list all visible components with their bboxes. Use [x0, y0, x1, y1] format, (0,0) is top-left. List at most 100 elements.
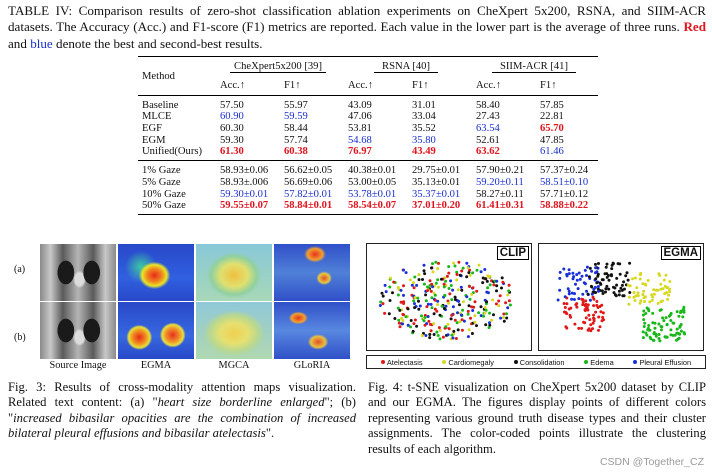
tsne-point	[578, 277, 582, 281]
tsne-point	[422, 269, 426, 273]
value-cell: 65.70	[540, 123, 564, 135]
tsne-point	[462, 319, 466, 323]
figure-3-caption: Fig. 3: Results of cross-modality attent…	[8, 380, 356, 442]
tsne-point	[454, 337, 458, 340]
tsne-point	[422, 263, 426, 267]
tsne-point	[663, 292, 667, 296]
tsne-legend: Atelectasis Cardiomegaly Consolidation Edem…	[366, 355, 706, 369]
tsne-point	[456, 288, 460, 292]
tsne-point	[615, 283, 619, 287]
value-cell: 47.06	[348, 111, 372, 123]
tsne-point	[470, 292, 474, 296]
tsne-point	[381, 294, 385, 298]
tsne-point	[449, 284, 453, 287]
tsne-point	[453, 318, 457, 322]
tsne-point	[682, 310, 686, 314]
watermark: CSDN @Together_CZ	[599, 456, 704, 468]
tsne-point	[564, 325, 568, 329]
tsne-point	[605, 284, 609, 288]
tsne-point	[436, 278, 440, 282]
value-cell: 43.49	[406, 146, 470, 162]
tsne-point	[506, 293, 510, 297]
method-cell: 5% Gaze	[142, 176, 181, 188]
tsne-point	[447, 287, 451, 290]
tsne-point	[582, 320, 586, 324]
value-cell: 33.04	[412, 111, 436, 123]
legend-label: Edema	[590, 357, 614, 367]
tsne-point	[399, 300, 403, 304]
tsne-point	[430, 296, 434, 300]
table-row: 5% Gaze 58.93±.006 56.69±0.06 53.00±0.05 35.…	[138, 176, 598, 188]
tsne-point	[580, 326, 584, 330]
tsne-point	[467, 271, 471, 275]
tsne-point	[588, 318, 592, 322]
tsne-point	[656, 301, 660, 305]
tsne-point	[460, 318, 464, 322]
tsne-point	[581, 300, 585, 304]
tsne-point	[675, 310, 679, 314]
tsne-point	[617, 289, 621, 293]
tsne-point	[648, 335, 652, 339]
tsne-point	[585, 306, 589, 309]
tsne-point	[598, 281, 602, 285]
tsne-point	[618, 272, 622, 276]
tsne-point	[426, 302, 430, 306]
tsne-point	[495, 279, 499, 283]
tsne-point	[571, 271, 575, 275]
value-cell: 58.84±0.01	[278, 199, 342, 215]
tsne-point	[475, 324, 478, 328]
tsne-point	[558, 288, 562, 292]
tsne-point	[646, 279, 650, 282]
tsne-point	[392, 280, 396, 284]
tsne-point	[604, 265, 608, 269]
tsne-point	[412, 322, 416, 326]
tsne-point	[669, 328, 673, 332]
tsne-point	[573, 322, 577, 326]
fig3-caption-mid: "; (b) "	[8, 395, 356, 425]
tsne-point	[641, 282, 645, 286]
results-table: Method CheXpert5x200 [39] RSNA [40] SIIM…	[138, 56, 598, 215]
tsne-point	[442, 307, 446, 310]
tsne-point	[638, 273, 642, 277]
tsne-point	[556, 298, 560, 302]
tsne-point	[402, 300, 406, 304]
tsne-point	[473, 320, 477, 324]
tsne-point	[567, 268, 571, 272]
dataset-header-siim: SIIM-ACR [41]	[470, 56, 598, 77]
tsne-point	[418, 304, 422, 308]
tsne-point	[628, 261, 632, 265]
tsne-point	[570, 291, 574, 295]
tsne-point	[423, 323, 427, 327]
tsne-point	[471, 309, 475, 312]
tsne-point	[664, 316, 668, 320]
tsne-point	[452, 261, 456, 265]
legend-item: Consolidation	[513, 358, 565, 367]
tsne-point	[601, 292, 605, 295]
tsne-point	[431, 285, 434, 289]
tsne-point	[433, 293, 437, 297]
tsne-point	[444, 325, 448, 329]
tsne-point	[595, 270, 599, 274]
tsne-point	[577, 271, 581, 275]
gloria-attention-a	[274, 244, 350, 301]
tsne-point	[596, 272, 600, 276]
tsne-point	[455, 270, 459, 274]
tsne-point	[434, 281, 438, 285]
tsne-point	[505, 312, 508, 316]
tsne-point	[622, 294, 626, 298]
tsne-point	[597, 328, 600, 332]
tsne-point	[497, 304, 501, 308]
tsne-point	[675, 331, 679, 335]
value-cell: 58.40	[476, 100, 500, 111]
legend-dot-icon	[442, 360, 447, 364]
value-cell: 58.44	[284, 123, 308, 135]
tsne-point	[570, 297, 574, 301]
tsne-point	[458, 320, 462, 324]
tsne-point	[468, 273, 472, 277]
tsne-point	[610, 267, 614, 271]
tsne-point	[666, 297, 670, 301]
tsne-point	[495, 284, 499, 288]
tsne-point	[470, 332, 474, 335]
value-cell: 61.46	[534, 146, 598, 162]
tsne-point	[455, 273, 459, 276]
